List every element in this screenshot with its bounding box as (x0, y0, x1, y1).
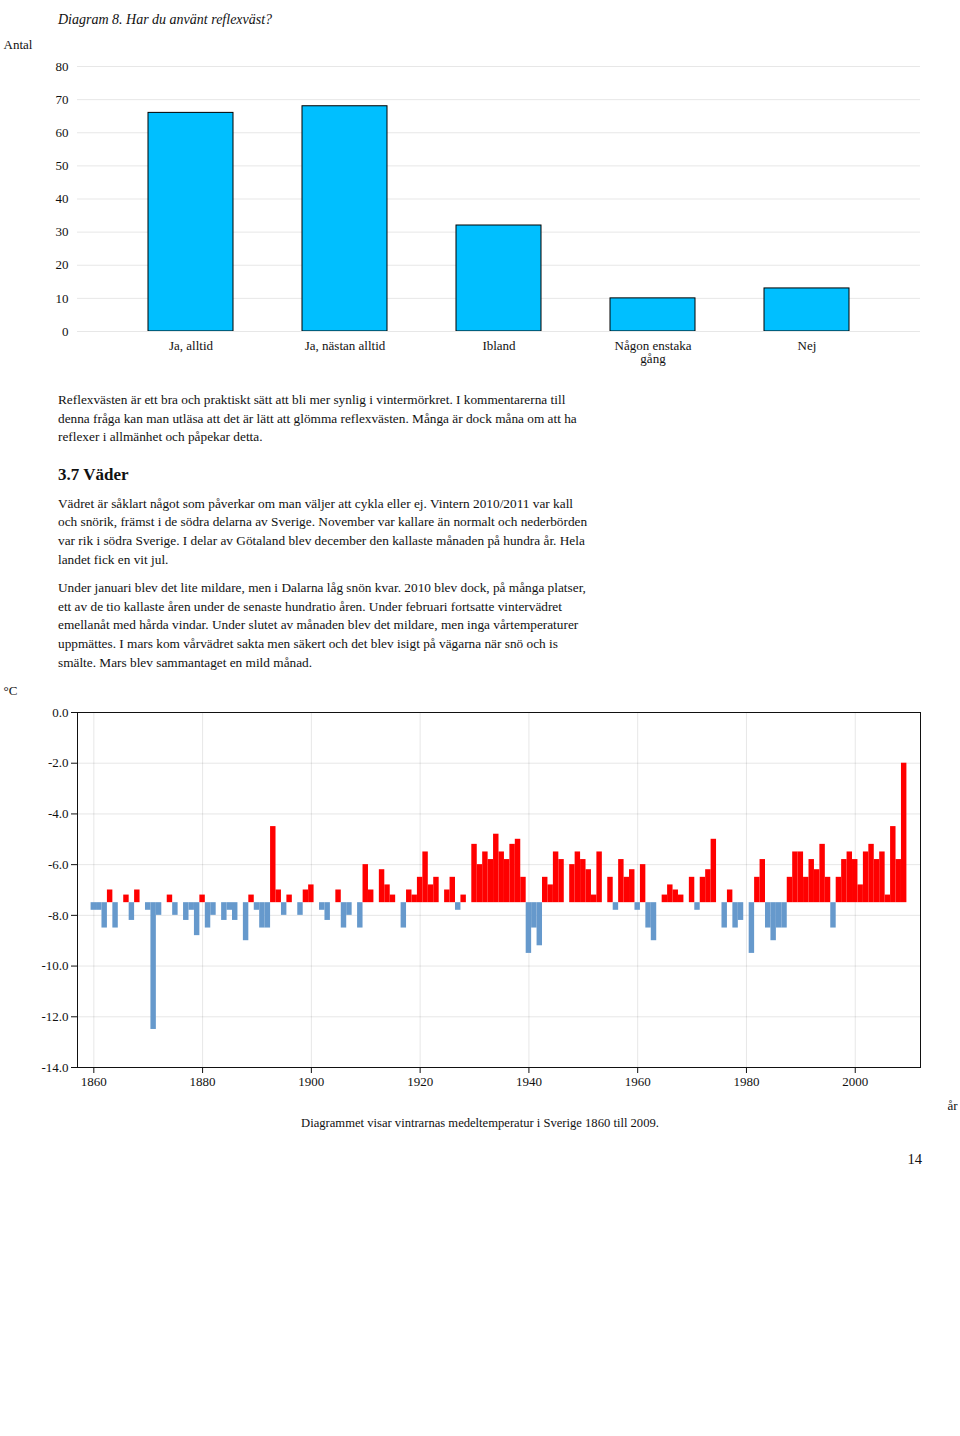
svg-text:1860: 1860 (81, 1074, 107, 1089)
svg-text:Nej: Nej (798, 338, 817, 353)
html-text:Vädret är såklart något som på: Vädret är såklart något som påverkar om … (58, 495, 588, 567)
svg-text:1940: 1940 (516, 1074, 542, 1089)
svg-text:Någon enstakagång: Någon enstakagång (615, 338, 692, 366)
svg-text:70: 70 (56, 92, 69, 107)
svg-text:år: år (947, 1098, 958, 1113)
html-text:Diagram 8. Har du använt refle: Diagram 8. Har du använt reflexväst? (58, 12, 273, 27)
svg-text:10: 10 (56, 291, 69, 306)
svg-text:-12.0: -12.0 (41, 1009, 68, 1024)
svg-text:-10.0: -10.0 (41, 959, 68, 974)
svg-text:60: 60 (56, 125, 69, 140)
svg-text:-2.0: -2.0 (48, 756, 69, 771)
html-text:14: 14 (907, 1151, 922, 1168)
html-text:3.7 Väder: 3.7 Väder (58, 464, 129, 484)
svg-text:Antal: Antal (4, 37, 33, 52)
svg-text:80: 80 (56, 59, 69, 74)
svg-text:1880: 1880 (190, 1074, 216, 1089)
svg-text:50: 50 (56, 158, 69, 173)
svg-text:1900: 1900 (298, 1074, 324, 1089)
svg-text:-8.0: -8.0 (48, 908, 69, 923)
svg-text:40: 40 (56, 191, 69, 206)
svg-text:-4.0: -4.0 (48, 806, 69, 821)
svg-text:Ja, nästan alltid: Ja, nästan alltid (305, 338, 386, 353)
svg-text:30: 30 (56, 224, 69, 239)
svg-text:Ja, alltid: Ja, alltid (169, 338, 214, 353)
html-text:Diagrammet visar vintrarnas me: Diagrammet visar vintrarnas medeltempera… (301, 1116, 659, 1131)
svg-text:20: 20 (56, 257, 69, 272)
svg-text:2000: 2000 (842, 1074, 868, 1089)
svg-text:1920: 1920 (407, 1074, 433, 1089)
svg-text:-14.0: -14.0 (41, 1060, 68, 1075)
svg-text:°C: °C (4, 683, 18, 698)
html-text:Reflexvästen är ett bra och pr: Reflexvästen är ett bra och praktiskt sä… (58, 392, 577, 445)
svg-text:-6.0: -6.0 (48, 857, 69, 872)
svg-text:1960: 1960 (625, 1074, 651, 1089)
svg-text:Ibland: Ibland (482, 338, 516, 353)
svg-text:1980: 1980 (733, 1074, 759, 1089)
html-text:Under januari blev det lite mi: Under januari blev det lite mildare, men… (58, 580, 586, 670)
svg-text:0: 0 (62, 324, 69, 339)
svg-text:0.0: 0.0 (52, 705, 68, 720)
